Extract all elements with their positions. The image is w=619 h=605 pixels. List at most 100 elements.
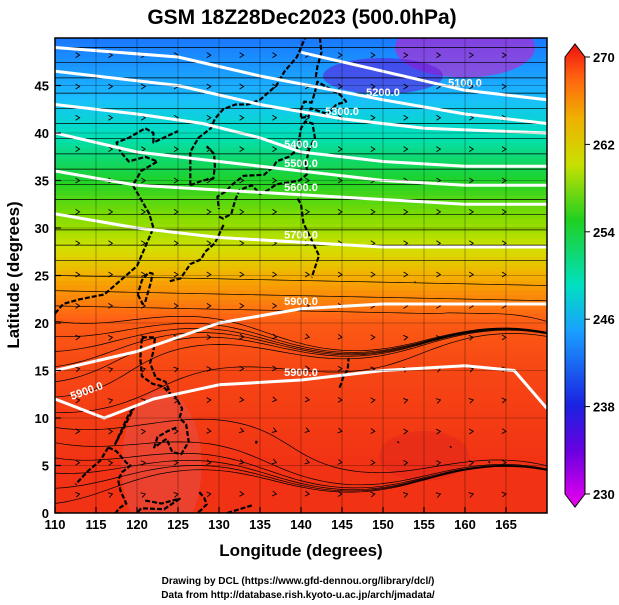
x-tick-label: 165: [495, 517, 517, 532]
streamline-arrow: [108, 271, 114, 278]
streamline-arrow: [272, 114, 278, 121]
credit-drawing: Drawing by DCL (https://www.gfd-dennou.o…: [162, 576, 435, 587]
streamline: [55, 329, 547, 398]
streamline-arrow: [107, 335, 114, 341]
streamline-arrow: [140, 428, 147, 435]
streamline-arrow: [239, 52, 245, 58]
streamline-arrow: [238, 427, 245, 434]
streamline-arrow: [108, 114, 114, 121]
streamline: [55, 305, 547, 322]
colorbar-ticks: 270 262 254 246 238 230: [585, 50, 615, 502]
coastline: [254, 440, 258, 444]
streamline-arrow: [75, 491, 81, 498]
streamline-arrow: [370, 114, 376, 121]
coastline: [314, 38, 323, 78]
streamline-arrow: [108, 302, 114, 309]
y-axis-label: Latitude (degrees): [4, 201, 23, 348]
y-tick-label: 30: [35, 221, 49, 236]
x-tick-label: 145: [331, 517, 353, 532]
streamline-arrow: [272, 271, 278, 278]
y-tick-label: 20: [35, 316, 49, 331]
streamline-arrow: [107, 492, 114, 498]
chart-title: GSM 18Z28Dec2023 (500.0hPa): [147, 6, 456, 29]
streamline-arrow: [271, 333, 278, 340]
streamline-arrow: [403, 240, 409, 247]
coastline: [296, 198, 321, 278]
streamline-arrow: [239, 302, 245, 309]
streamline-arrow: [435, 460, 442, 466]
streamline-arrow: [108, 146, 114, 153]
coastline: [338, 358, 350, 389]
streamline-arrow: [75, 459, 81, 466]
x-tick-label: 150: [372, 517, 394, 532]
streamline-arrow: [272, 52, 278, 58]
y-tick-label: 25: [35, 269, 49, 284]
x-tick-label: 130: [208, 517, 230, 532]
streamline-arrow: [304, 271, 311, 278]
streamline-arrow: [75, 83, 81, 90]
streamline-arrow: [140, 240, 147, 247]
streamline-arrow: [271, 490, 278, 497]
coastline: [55, 127, 179, 315]
streamline-arrow: [75, 52, 81, 58]
streamline-arrow: [75, 114, 81, 121]
streamline-arrow: [403, 208, 409, 215]
streamline-arrow: [239, 208, 245, 215]
colorbar-tick-label: 254: [593, 225, 615, 240]
streamline-arrow: [436, 114, 442, 121]
streamline-arrow: [108, 52, 114, 58]
streamline-arrow: [239, 146, 245, 153]
streamline-arrow: [206, 114, 212, 121]
streamline-arrow: [304, 208, 311, 215]
streamline-arrow: [239, 490, 245, 497]
x-tick-label: 160: [454, 517, 476, 532]
y-tick-label: 15: [35, 364, 49, 379]
colorbar: [564, 43, 586, 508]
streamline-arrow: [140, 492, 147, 498]
coastline: [189, 145, 216, 187]
streamline-arrow: [370, 240, 376, 247]
streamline-arrow: [206, 271, 212, 278]
coastline: [153, 393, 190, 456]
wind-streamlines: [55, 47, 547, 504]
y-tick-label: 45: [35, 79, 49, 94]
streamline-arrow: [239, 114, 245, 121]
streamline: [55, 465, 547, 492]
streamline-arrow: [370, 208, 376, 215]
streamline-arrow: [206, 334, 212, 341]
streamline-arrow: [206, 208, 212, 215]
streamline-arrow: [435, 428, 442, 435]
streamline-arrow: [435, 398, 442, 404]
x-axis-ticks: 110 115 120 125 130 135 140 145 150 155 160 165: [45, 507, 517, 532]
streamline-arrow: [108, 428, 114, 435]
streamline-arrow: [271, 427, 278, 433]
streamline-arrow: [402, 492, 409, 498]
streamline-arrow: [403, 428, 409, 435]
streamline: [55, 322, 547, 353]
streamline-arrow: [468, 492, 475, 498]
streamline-arrow: [370, 397, 376, 404]
streamline-arrow: [468, 52, 475, 58]
streamline-arrow: [140, 271, 147, 278]
colorbar-bar: [564, 43, 586, 508]
x-axis-label: Longitude (degrees): [219, 541, 382, 560]
streamline-arrow: [468, 83, 475, 90]
coastline: [136, 497, 181, 513]
streamline-arrow: [436, 208, 442, 215]
coastline: [226, 504, 253, 513]
colorbar-tick-label: 262: [593, 137, 615, 152]
x-tick-label: 140: [290, 517, 312, 532]
streamline-arrow: [140, 208, 147, 215]
y-tick-label: 5: [42, 459, 49, 474]
streamline-arrow: [436, 271, 442, 278]
coastline: [487, 460, 491, 464]
streamline-arrow: [107, 367, 114, 373]
coastline: [139, 336, 172, 396]
coastline: [136, 271, 154, 306]
streamline-arrow: [206, 397, 212, 404]
streamline-arrow: [206, 52, 212, 58]
streamline-arrow: [436, 240, 442, 247]
streamline-arrow: [272, 365, 278, 372]
streamline: [55, 418, 547, 474]
